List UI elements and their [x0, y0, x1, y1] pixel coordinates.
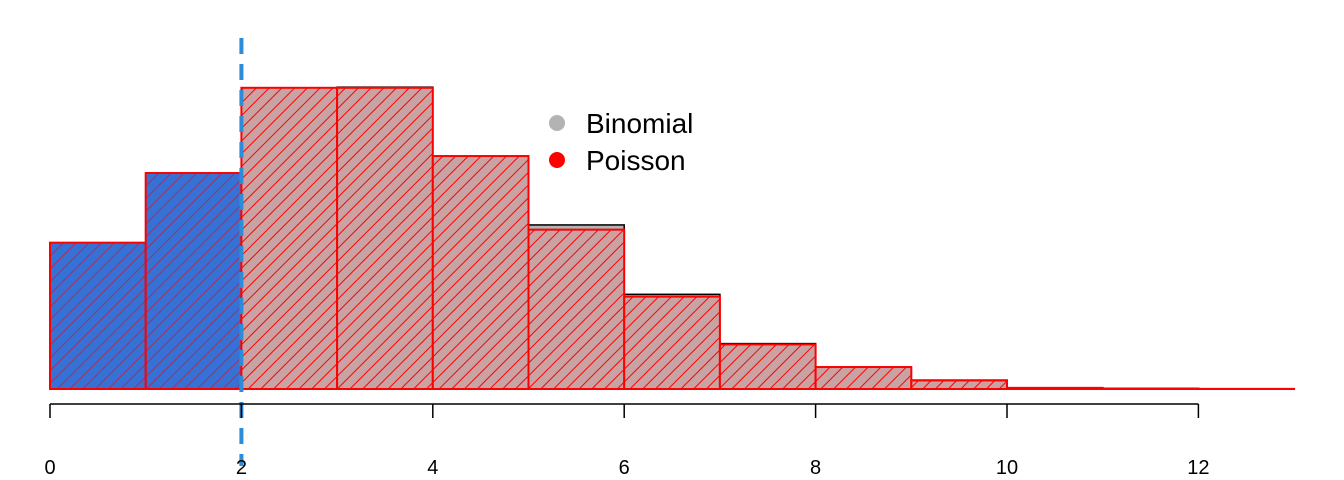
- poisson-bar: [814, 366, 913, 391]
- legend: Binomial Poisson: [549, 108, 693, 176]
- poisson-bar: [336, 86, 434, 390]
- x-tick-label: 2: [236, 457, 247, 479]
- poisson-bar-highlighted: [144, 172, 243, 390]
- x-tick-label: 6: [619, 457, 630, 479]
- x-tick-label: 4: [427, 457, 438, 479]
- poisson-bar: [431, 155, 530, 390]
- legend-label-binomial: Binomial: [586, 108, 693, 139]
- poisson-bar: [623, 295, 721, 390]
- poisson-bar: [1006, 386, 1104, 390]
- legend-marker-binomial: [549, 115, 565, 131]
- poisson-bar-highlighted: [49, 241, 147, 390]
- poisson-bars: [49, 86, 1296, 391]
- x-tick-label: 0: [44, 457, 55, 479]
- legend-marker-poisson: [549, 152, 565, 168]
- x-tick-label: 10: [996, 457, 1018, 479]
- x-axis: 0 2 4 6 8 10 12: [44, 403, 1210, 479]
- poisson-bar: [910, 379, 1008, 390]
- x-tick-label: 12: [1187, 457, 1209, 479]
- poisson-bar: [718, 343, 817, 390]
- poisson-bar: [527, 228, 626, 390]
- legend-label-poisson: Poisson: [586, 145, 686, 176]
- poisson-bar: [240, 86, 339, 390]
- poisson-bar: [1101, 387, 1200, 391]
- x-tick-label: 8: [810, 457, 821, 479]
